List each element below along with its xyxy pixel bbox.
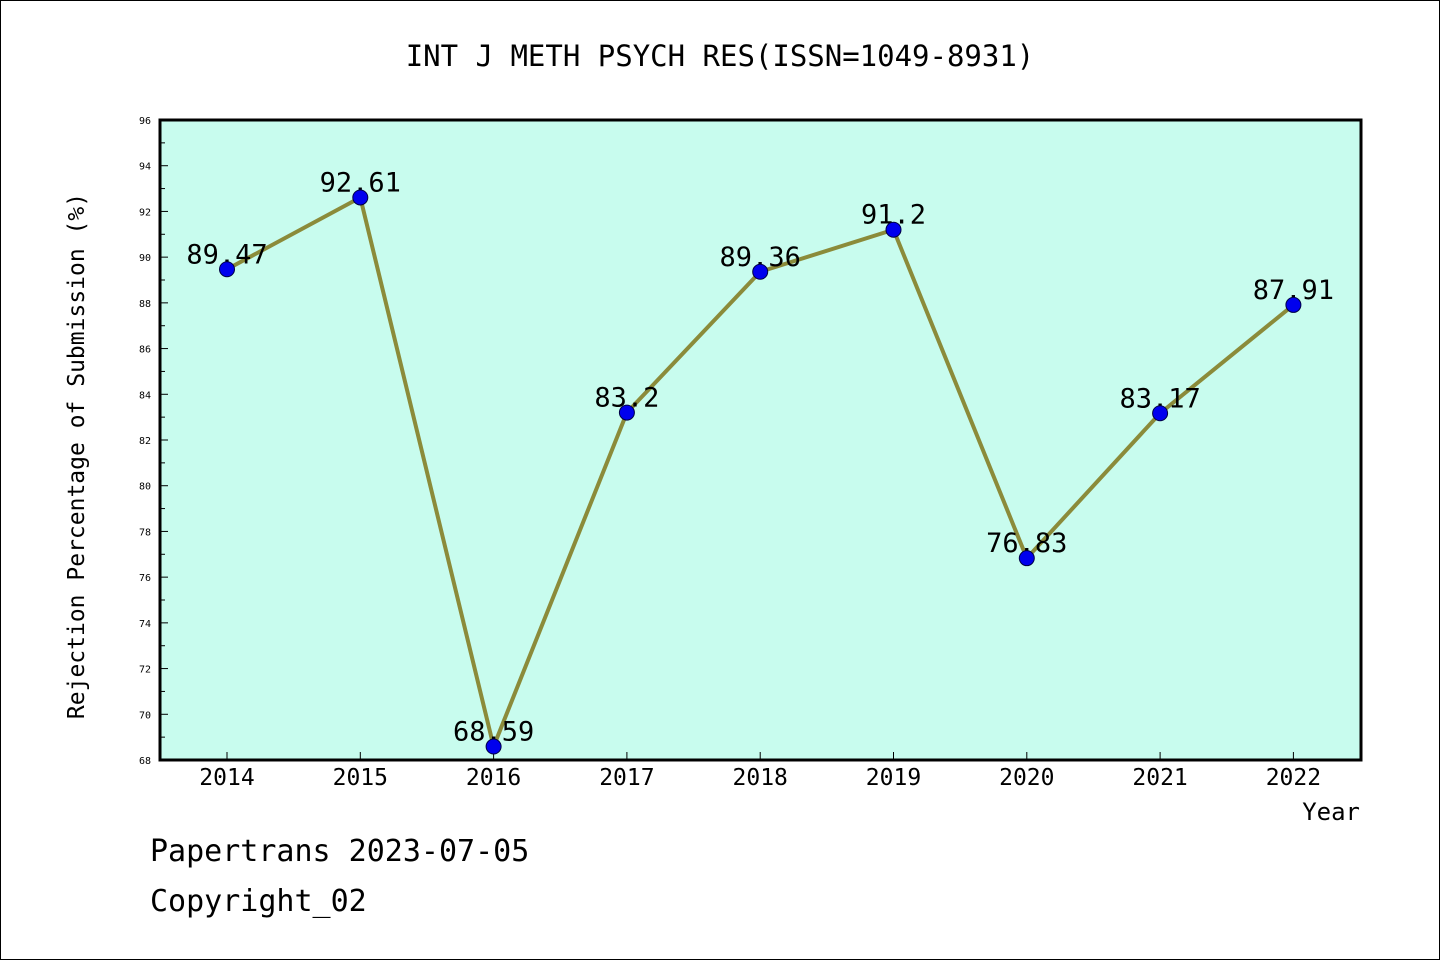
data-point (485, 738, 502, 755)
plot-area (158, 118, 1363, 762)
y-tick-label: 72 (139, 665, 151, 676)
x-tick-label: 2020 (999, 765, 1054, 791)
y-tick-label: 70 (139, 710, 151, 721)
y-tick-label: 76 (139, 573, 151, 584)
data-point (1285, 296, 1302, 313)
data-point (352, 189, 369, 206)
data-point (618, 404, 635, 421)
data-point (1152, 405, 1169, 422)
y-tick-label: 78 (139, 527, 151, 538)
y-tick-label: 68 (139, 756, 151, 767)
chart-title: INT J METH PSYCH RES(ISSN=1049-8931) (406, 39, 1035, 73)
x-tick-label: 2019 (866, 765, 921, 791)
y-tick-label: 92 (139, 207, 151, 218)
x-axis-ticks: 2014 2015 2016 2017 2018 2019 2020 2021 2022 (199, 752, 1321, 791)
data-point (219, 261, 235, 278)
x-axis-label: Year (1302, 798, 1360, 826)
data-point (885, 221, 902, 238)
series-group: 89.4792.6168.5983.289.3691.276.8383.1787… (186, 167, 1334, 755)
y-tick-label: 74 (139, 619, 151, 630)
data-point (1018, 550, 1035, 567)
y-tick-label: 84 (139, 390, 151, 401)
y-tick-label: 82 (139, 436, 151, 447)
footer-watermark-date: Papertrans 2023-07-05 (150, 834, 530, 869)
y-axis-ticks: 68 70 72 74 76 78 80 82 84 86 88 90 92 94 96 (139, 116, 168, 767)
y-tick-label: 86 (139, 345, 151, 356)
x-tick-label: 2017 (599, 765, 654, 791)
y-tick-label: 94 (139, 162, 151, 173)
x-tick-label: 2015 (333, 765, 388, 791)
x-tick-label: 2016 (466, 765, 521, 791)
data-point (752, 263, 769, 280)
x-tick-label: 2021 (1132, 765, 1187, 791)
y-tick-label: 96 (139, 116, 151, 127)
y-tick-label: 90 (139, 253, 151, 264)
x-tick-label: 2014 (199, 765, 254, 791)
y-tick-label: 80 (139, 482, 151, 493)
y-axis-label: Rejection Percentage of Submission (%) (64, 193, 90, 719)
footer-copyright: Copyright_02 (150, 884, 367, 919)
y-tick-label: 88 (139, 299, 151, 310)
x-tick-label: 2018 (733, 765, 788, 791)
x-tick-label: 2022 (1266, 765, 1321, 791)
